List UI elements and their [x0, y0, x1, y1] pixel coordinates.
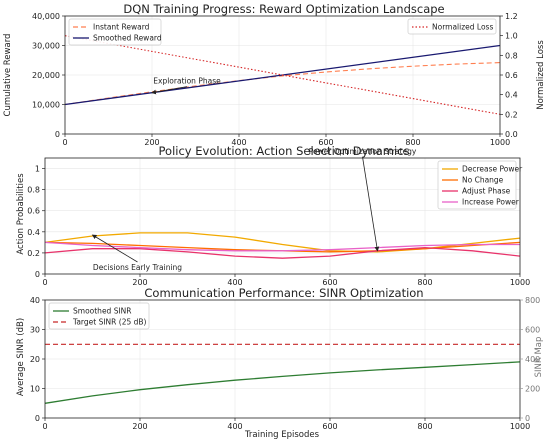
y2-tick-label: 400	[525, 355, 540, 364]
annotation-arrow	[362, 156, 380, 252]
chart1-title: DQN Training Progress: Reward Optimizati…	[123, 2, 444, 16]
chart3-title: Communication Performance: SINR Optimiza…	[144, 286, 423, 300]
y-tick-label: 0.8	[27, 186, 40, 195]
y-tick-label: 40,000	[32, 12, 60, 21]
annotation-arrow	[91, 234, 138, 263]
annotation-label: Decisions Early Training	[93, 263, 182, 272]
y-tick-label: 20	[30, 355, 40, 364]
legend-label: Adjust Phase	[462, 187, 511, 196]
y2-tick-label: 0.4	[505, 91, 518, 100]
legend-box	[48, 302, 150, 330]
y2-tick-label: 0	[525, 414, 530, 423]
y2-tick-label: 0.0	[505, 130, 518, 139]
series-line-4	[44, 241, 520, 252]
series-line-1	[44, 232, 521, 253]
legend-label: Normalized Loss	[432, 23, 493, 32]
y-tick-label: 10,000	[32, 101, 60, 110]
legend-label: Smoothed SINR	[73, 307, 132, 316]
x-tick-label: 200	[144, 138, 159, 147]
x-tick-label: 0	[62, 138, 67, 147]
chart1-plot: 0 200 400 600 800 1000 0 10,000 20,000 30,000 40,0…	[32, 12, 518, 147]
chart1-ylabel: Cumulative Reward	[3, 34, 13, 117]
x-tick-label: 400	[231, 138, 246, 147]
y-tick-label: 1	[35, 165, 40, 174]
x-tick-label: 600	[318, 138, 333, 147]
y-tick-label: 30,000	[32, 42, 60, 51]
y2-tick-label: 1.2	[505, 12, 518, 21]
x-tick-label: 1000	[510, 278, 530, 287]
y-tick-label: 0.6	[27, 207, 40, 216]
y2-tick-label: 600	[525, 326, 540, 335]
y-tick-label: 40	[30, 296, 40, 305]
y2-tick-label: 800	[525, 296, 540, 305]
series-line-1	[64, 62, 501, 106]
legend-label: Instant Reward	[93, 23, 150, 32]
legend-label: Smoothed Reward	[93, 34, 162, 43]
legend-box	[68, 18, 162, 46]
x-tick-label: 600	[322, 278, 337, 287]
annotation-label: Exploration Phase	[153, 77, 221, 86]
legend-box	[437, 160, 517, 210]
x-tick-label: 200	[132, 278, 147, 287]
chart3-plot: 0 200 400 600 800 10000102030400200400600800S…	[30, 296, 540, 431]
x-tick-label: 1000	[490, 138, 510, 147]
x-tick-label: 400	[227, 278, 242, 287]
y-tick-label: 20,000	[32, 71, 60, 80]
y2-tick-label: 0.8	[505, 51, 518, 60]
legend-label: Target SINR (25 dB)	[72, 318, 147, 327]
chart2-ylabel: Action Probabilities	[16, 173, 26, 255]
chart2-title: Policy Evolution: Action Selection Dynam…	[159, 144, 410, 158]
chart2-plot: 0 200 400 600 800 1000 0 0.2 0.4 0.6 0.8 1 Decrease …	[27, 147, 530, 287]
y2-tick-label: 1.0	[505, 32, 518, 41]
x-tick-label: 800	[417, 422, 432, 431]
legend-label: Decrease Power	[462, 165, 523, 174]
chart3-ylabel: Average SINR (dB)	[16, 318, 26, 396]
series-line-3	[64, 35, 501, 115]
x-tick-label: 0	[42, 422, 47, 431]
y-tick-label: 0.2	[27, 249, 40, 258]
y-tick-label: 0	[35, 270, 40, 279]
x-tick-label: 200	[132, 422, 147, 431]
chart3-y2label: SINR Map	[534, 337, 544, 378]
legend-label: Increase Power	[462, 198, 520, 207]
y-tick-label: 0.4	[27, 228, 40, 237]
legend-label: No Change	[462, 176, 504, 185]
legend-box	[407, 18, 497, 35]
chart1-y2label: Normalized Loss	[536, 40, 546, 110]
annotation-arrow	[151, 86, 188, 95]
x-tick-label: 1000	[510, 422, 530, 431]
series-line-1	[44, 361, 521, 404]
y2-tick-label: 0.2	[505, 110, 518, 119]
x-tick-label: 400	[227, 422, 242, 431]
x-tick-label: 0	[42, 278, 47, 287]
chart3-xlabel: Training Episodes	[244, 430, 320, 440]
y2-tick-label: 200	[525, 385, 540, 394]
annotation-label: Power Optimization Strategy	[309, 147, 417, 156]
x-tick-label: 800	[417, 278, 432, 287]
x-tick-label: 600	[322, 422, 337, 431]
y-tick-label: 30	[30, 326, 40, 335]
y-tick-label: 0	[55, 130, 60, 139]
y-tick-label: 10	[30, 385, 40, 394]
y-tick-label: 0	[35, 414, 40, 423]
x-tick-label: 800	[405, 138, 420, 147]
y2-tick-label: 0.6	[505, 71, 518, 80]
plot-frame	[44, 157, 521, 275]
series-line-3	[44, 246, 521, 259]
